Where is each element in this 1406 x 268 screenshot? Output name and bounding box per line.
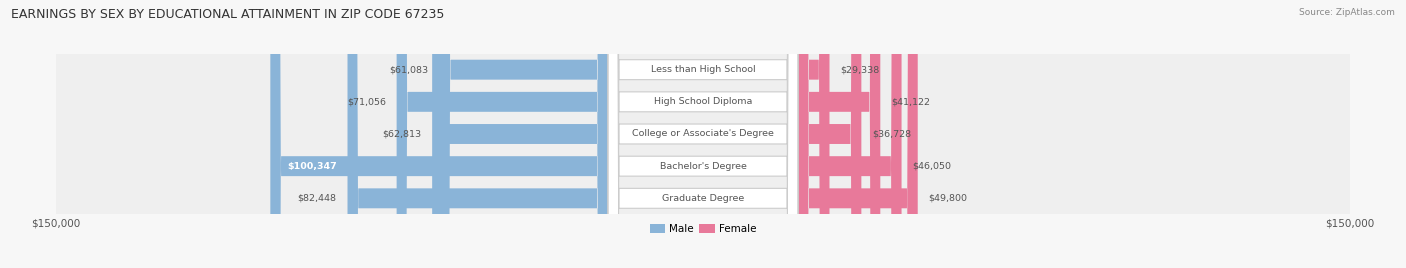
- FancyBboxPatch shape: [609, 0, 797, 268]
- Text: $82,448: $82,448: [298, 194, 336, 203]
- FancyBboxPatch shape: [432, 0, 609, 268]
- Text: College or Associate's Degree: College or Associate's Degree: [633, 129, 773, 139]
- FancyBboxPatch shape: [45, 0, 1361, 268]
- Text: $100,347: $100,347: [288, 162, 337, 171]
- FancyBboxPatch shape: [347, 0, 609, 268]
- Text: Less than High School: Less than High School: [651, 65, 755, 74]
- FancyBboxPatch shape: [270, 0, 609, 268]
- Text: Graduate Degree: Graduate Degree: [662, 194, 744, 203]
- FancyBboxPatch shape: [797, 0, 862, 268]
- Text: $49,800: $49,800: [928, 194, 967, 203]
- FancyBboxPatch shape: [797, 0, 830, 268]
- FancyBboxPatch shape: [45, 0, 1361, 268]
- FancyBboxPatch shape: [440, 0, 609, 268]
- Text: $62,813: $62,813: [382, 129, 422, 139]
- FancyBboxPatch shape: [797, 0, 880, 268]
- Text: $46,050: $46,050: [912, 162, 952, 171]
- FancyBboxPatch shape: [609, 0, 797, 268]
- Text: Source: ZipAtlas.com: Source: ZipAtlas.com: [1299, 8, 1395, 17]
- FancyBboxPatch shape: [396, 0, 609, 268]
- FancyBboxPatch shape: [609, 0, 797, 268]
- Text: $36,728: $36,728: [872, 129, 911, 139]
- Text: Bachelor's Degree: Bachelor's Degree: [659, 162, 747, 171]
- FancyBboxPatch shape: [609, 0, 797, 268]
- Text: $61,083: $61,083: [389, 65, 429, 74]
- FancyBboxPatch shape: [45, 0, 1361, 268]
- Text: $29,338: $29,338: [841, 65, 880, 74]
- FancyBboxPatch shape: [797, 0, 918, 268]
- Text: $71,056: $71,056: [347, 97, 385, 106]
- Text: EARNINGS BY SEX BY EDUCATIONAL ATTAINMENT IN ZIP CODE 67235: EARNINGS BY SEX BY EDUCATIONAL ATTAINMEN…: [11, 8, 444, 21]
- FancyBboxPatch shape: [45, 0, 1361, 268]
- Text: $41,122: $41,122: [891, 97, 931, 106]
- Text: High School Diploma: High School Diploma: [654, 97, 752, 106]
- FancyBboxPatch shape: [609, 0, 797, 268]
- FancyBboxPatch shape: [797, 0, 901, 268]
- Legend: Male, Female: Male, Female: [645, 220, 761, 238]
- FancyBboxPatch shape: [45, 0, 1361, 268]
